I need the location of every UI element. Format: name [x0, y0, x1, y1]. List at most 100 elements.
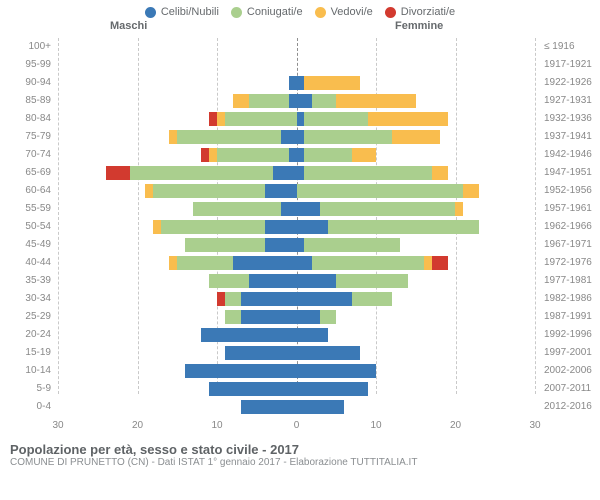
bar-male — [145, 184, 296, 198]
legend-label: Coniugati/e — [247, 6, 303, 18]
age-label: 45-49 — [0, 236, 55, 254]
age-label: 65-69 — [0, 164, 55, 182]
birth-label: 1947-1951 — [540, 164, 600, 182]
pyramid-row — [58, 182, 535, 200]
bar-segment — [336, 274, 408, 288]
birth-label: 2012-2016 — [540, 398, 600, 416]
bar-male — [201, 148, 296, 162]
population-pyramid-chart: Celibi/NubiliConiugati/eVedovi/eDivorzia… — [0, 0, 600, 500]
age-label: 90-94 — [0, 74, 55, 92]
bar-segment — [297, 328, 329, 342]
bar-segment — [304, 112, 368, 126]
gridline — [535, 38, 536, 394]
bar-segment — [265, 184, 297, 198]
bar-female — [297, 130, 440, 144]
bar-segment — [217, 112, 225, 126]
pyramid-row — [58, 110, 535, 128]
bar-segment — [297, 94, 313, 108]
bar-segment — [225, 346, 297, 360]
bar-segment — [153, 220, 161, 234]
bar-segment — [336, 94, 416, 108]
bar-segment — [209, 274, 249, 288]
birth-label: 1997-2001 — [540, 344, 600, 362]
legend-swatch — [145, 7, 156, 18]
x-axis: 3020100102030 — [58, 418, 535, 438]
bar-female — [297, 274, 408, 288]
bar-segment — [304, 238, 399, 252]
pyramid-row — [58, 92, 535, 110]
bar-segment — [209, 112, 217, 126]
bar-segment — [368, 112, 448, 126]
age-label: 20-24 — [0, 326, 55, 344]
birth-label: 1962-1966 — [540, 218, 600, 236]
birth-label: 1942-1946 — [540, 146, 600, 164]
bar-segment — [177, 256, 233, 270]
birth-label: 1927-1931 — [540, 92, 600, 110]
age-label: 0-4 — [0, 398, 55, 416]
legend-swatch — [231, 7, 242, 18]
bar-segment — [297, 292, 353, 306]
bar-segment — [312, 256, 423, 270]
birth-label: 1952-1956 — [540, 182, 600, 200]
bar-segment — [201, 328, 296, 342]
bar-female — [297, 148, 376, 162]
bar-segment — [304, 166, 431, 180]
age-label: 95-99 — [0, 56, 55, 74]
age-label: 10-14 — [0, 362, 55, 380]
x-tick: 0 — [294, 420, 300, 431]
birth-label: 1982-1986 — [540, 290, 600, 308]
bar-male — [241, 400, 297, 414]
bar-segment — [241, 292, 297, 306]
bar-segment — [297, 400, 345, 414]
bar-male — [289, 76, 297, 90]
legend-item: Vedovi/e — [315, 6, 373, 18]
bar-segment — [241, 400, 297, 414]
header-female: Femmine — [395, 20, 443, 32]
age-label: 50-54 — [0, 218, 55, 236]
bar-segment — [209, 382, 296, 396]
pyramid-row — [58, 308, 535, 326]
bar-male — [201, 328, 296, 342]
bar-segment — [432, 166, 448, 180]
birth-label: 2002-2006 — [540, 362, 600, 380]
bar-male — [153, 220, 296, 234]
column-headers: Maschi Femmine — [0, 20, 600, 38]
birth-label: 1972-1976 — [540, 254, 600, 272]
bar-segment — [217, 148, 289, 162]
bar-segment — [273, 166, 297, 180]
legend-label: Celibi/Nubili — [161, 6, 219, 18]
x-tick: 20 — [132, 420, 143, 431]
bar-male — [209, 274, 296, 288]
birth-label: 1917-1921 — [540, 56, 600, 74]
plot-area: 100+95-9990-9485-8980-8475-7970-7465-696… — [0, 38, 600, 438]
bar-segment — [169, 256, 177, 270]
bar-segment — [352, 292, 392, 306]
y-axis-birth: ≤ 19161917-19211922-19261927-19311932-19… — [540, 38, 600, 416]
bar-male — [209, 112, 296, 126]
bar-male — [169, 130, 296, 144]
bar-segment — [145, 184, 153, 198]
bar-segment — [130, 166, 273, 180]
bar-female — [297, 184, 480, 198]
bar-segment — [304, 130, 391, 144]
birth-label: ≤ 1916 — [540, 38, 600, 56]
bar-male — [106, 166, 297, 180]
bar-female — [297, 292, 392, 306]
birth-label: 1922-1926 — [540, 74, 600, 92]
bar-female — [297, 166, 448, 180]
bar-segment — [249, 274, 297, 288]
age-label: 35-39 — [0, 272, 55, 290]
pyramid-row — [58, 290, 535, 308]
bar-female — [297, 94, 416, 108]
bar-male — [169, 256, 296, 270]
pyramid-row — [58, 272, 535, 290]
age-label: 40-44 — [0, 254, 55, 272]
bar-segment — [265, 238, 297, 252]
pyramid-row — [58, 38, 535, 56]
x-tick: 30 — [52, 420, 63, 431]
x-tick: 10 — [370, 420, 381, 431]
birth-label: 1977-1981 — [540, 272, 600, 290]
x-tick: 30 — [529, 420, 540, 431]
bar-segment — [201, 148, 209, 162]
age-label: 70-74 — [0, 146, 55, 164]
